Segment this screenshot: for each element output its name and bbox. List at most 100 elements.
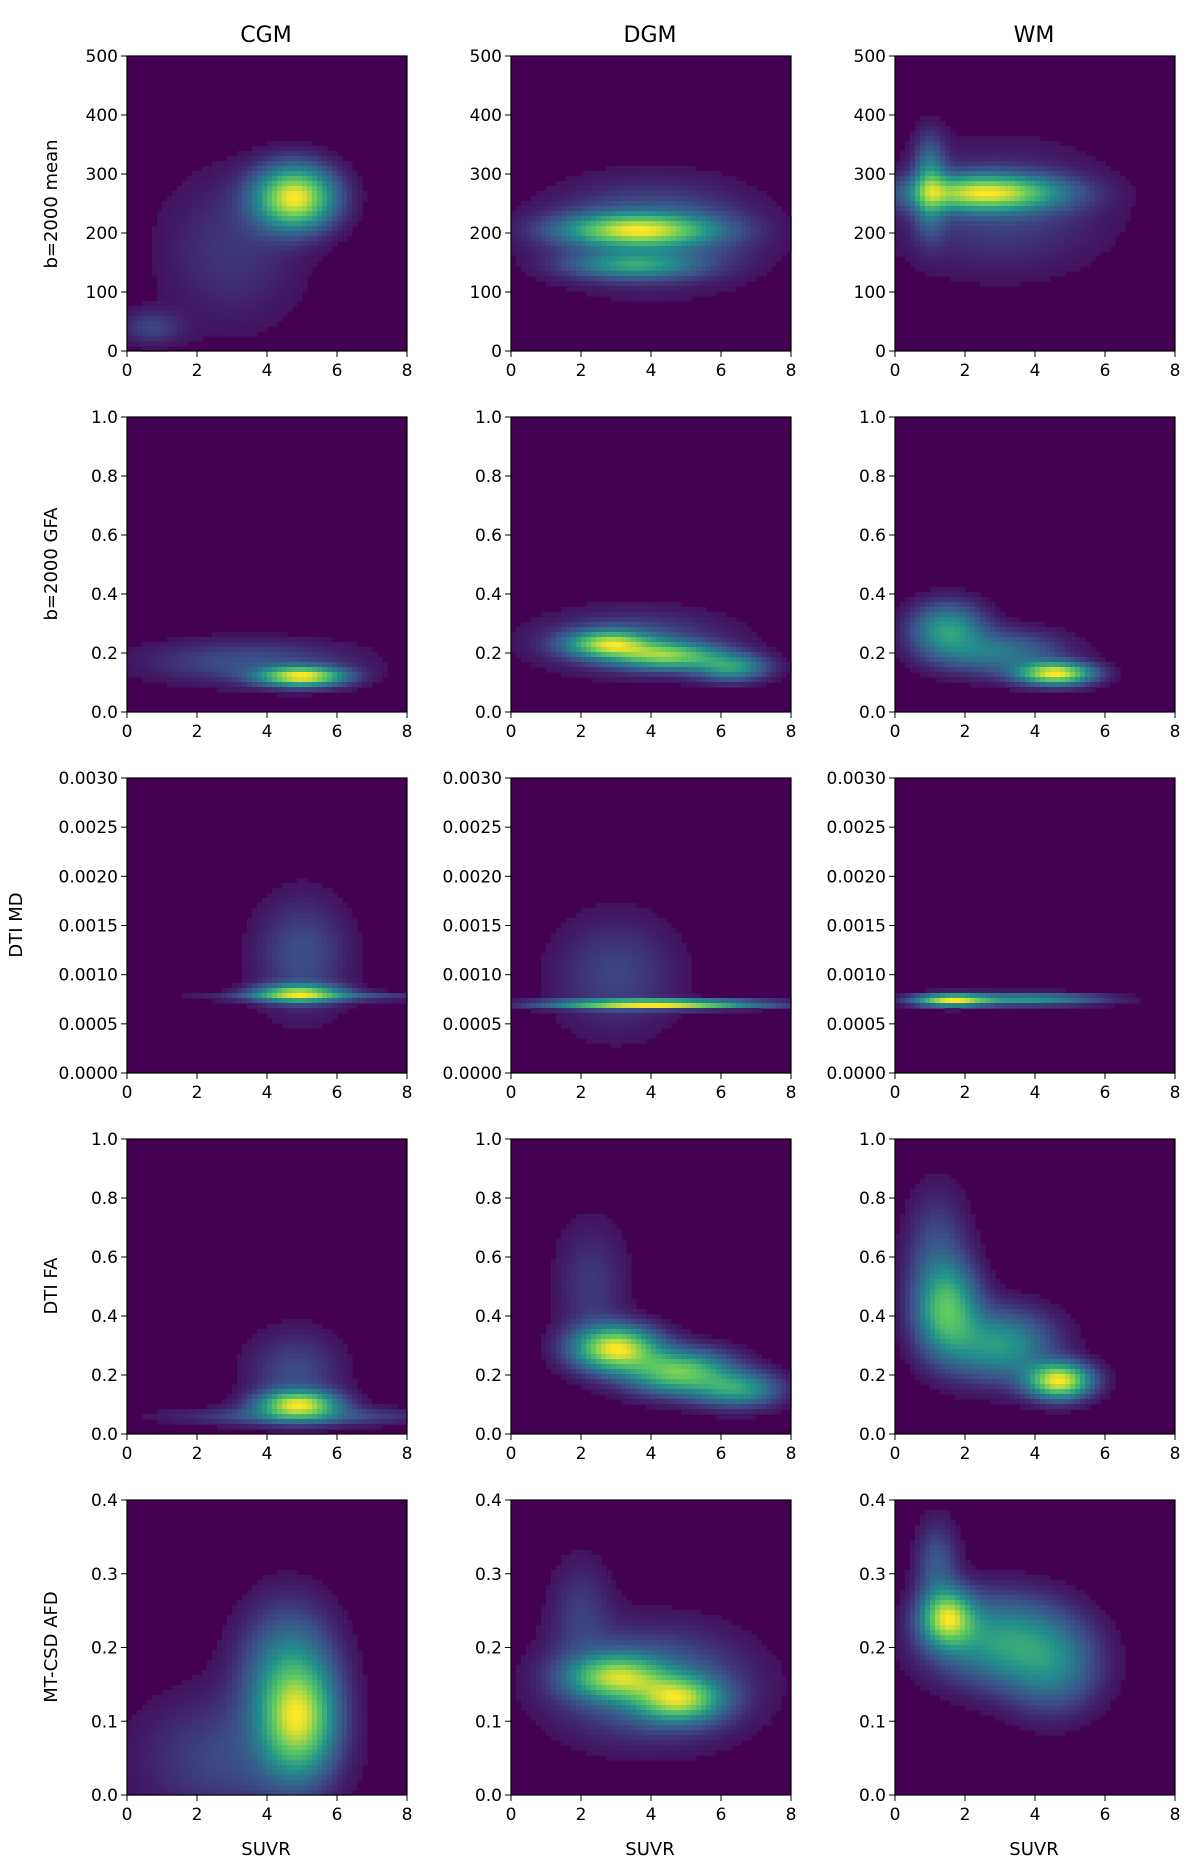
heatmap-cell <box>1035 151 1041 157</box>
heatmap-cell <box>556 191 562 197</box>
heatmap-cell <box>636 647 642 653</box>
heatmap-cell <box>541 221 547 227</box>
heatmap-cell <box>197 657 203 663</box>
heatmap-cell <box>267 637 273 643</box>
heatmap-cell <box>317 677 323 683</box>
heatmap-cell <box>282 236 288 242</box>
heatmap-cell <box>197 326 203 332</box>
heatmap-cell <box>262 667 268 673</box>
heatmap-cell <box>606 622 612 628</box>
heatmap-cell <box>362 667 368 673</box>
heatmap-cell <box>990 226 996 232</box>
heatmap-cell <box>676 612 682 618</box>
heatmap-cell <box>955 146 961 152</box>
heatmap-cell <box>960 211 966 217</box>
heatmap-cell <box>302 281 308 287</box>
heatmap-cell <box>925 251 931 257</box>
heatmap-cell <box>317 201 323 207</box>
heatmap-cell <box>142 336 148 342</box>
heatmap-cell <box>771 652 777 658</box>
heatmap-cell <box>726 632 732 638</box>
heatmap-cell <box>606 642 612 648</box>
heatmap-cell <box>237 682 243 688</box>
heatmap-cell <box>596 171 602 177</box>
heatmap-cell <box>352 181 358 187</box>
heatmap-cell <box>232 196 238 202</box>
heatmap-cell <box>292 652 298 658</box>
heatmap-cell <box>566 617 572 623</box>
heatmap-cell <box>242 211 248 217</box>
heatmap-cell <box>581 617 587 623</box>
heatmap-cell <box>696 266 702 272</box>
heatmap-cell <box>262 311 268 317</box>
heatmap-cell <box>1095 236 1101 242</box>
heatmap-cell <box>736 266 742 272</box>
heatmap-cell <box>292 266 298 272</box>
heatmap-cell <box>666 196 672 202</box>
heatmap-cell <box>1015 141 1021 147</box>
heatmap-cell <box>152 226 158 232</box>
heatmap-cell <box>676 166 682 172</box>
heatmap-cell <box>167 291 173 297</box>
heatmap-cell <box>187 186 193 192</box>
heatmap-cell <box>935 186 941 192</box>
heatmap-cell <box>935 231 941 237</box>
heatmap-cell <box>167 336 173 342</box>
heatmap-cell <box>1090 201 1096 207</box>
heatmap-cell <box>586 246 592 252</box>
heatmap-cell <box>1095 166 1101 172</box>
heatmap-cell <box>920 191 926 197</box>
heatmap-cell <box>242 687 248 693</box>
heatmap-cell <box>337 682 343 688</box>
heatmap-cell <box>312 231 318 237</box>
heatmap-cell <box>1050 236 1056 242</box>
heatmap-cell <box>786 216 792 222</box>
heatmap-cell <box>1125 181 1131 187</box>
heatmap-cell <box>940 186 946 192</box>
heatmap-cell <box>332 241 338 247</box>
heatmap-cell <box>930 211 936 217</box>
heatmap-cell <box>591 191 597 197</box>
heatmap-cell <box>262 642 268 648</box>
heatmap-cell <box>1080 196 1086 202</box>
heatmap-cell <box>711 266 717 272</box>
heatmap-cell <box>1050 266 1056 272</box>
heatmap-cell <box>137 336 143 342</box>
heatmap-cell <box>596 652 602 658</box>
heatmap-cell <box>282 672 288 678</box>
heatmap-cell <box>147 316 153 322</box>
heatmap-cell <box>930 131 936 137</box>
heatmap-cell <box>287 301 293 307</box>
heatmap-cell <box>696 291 702 297</box>
heatmap-cell <box>626 206 632 212</box>
heatmap-cell <box>1025 196 1031 202</box>
heatmap-cell <box>631 607 637 613</box>
heatmap-cell <box>980 176 986 182</box>
heatmap-cell <box>162 201 168 207</box>
heatmap-cell <box>1060 216 1066 222</box>
heatmap-cell <box>177 266 183 272</box>
heatmap-cell <box>222 221 228 227</box>
heatmap-cell <box>332 161 338 167</box>
heatmap-cell <box>162 346 168 352</box>
heatmap-cell <box>631 256 637 262</box>
heatmap-cell <box>521 647 527 653</box>
heatmap-cell <box>691 246 697 252</box>
heatmap-cell <box>342 211 348 217</box>
heatmap-cell <box>576 176 582 182</box>
heatmap-cell <box>935 176 941 182</box>
heatmap-cell <box>741 256 747 262</box>
heatmap-cell <box>980 216 986 222</box>
heatmap-cell <box>1025 241 1031 247</box>
heatmap-cell <box>262 196 268 202</box>
heatmap-cell <box>541 206 547 212</box>
heatmap-cell <box>586 196 592 202</box>
heatmap-cell <box>925 236 931 242</box>
heatmap-cell <box>521 206 527 212</box>
heatmap-cell <box>207 206 213 212</box>
heatmap-cell <box>731 256 737 262</box>
heatmap-cell <box>267 271 273 277</box>
heatmap-cell <box>646 186 652 192</box>
heatmap-cell <box>1010 211 1016 217</box>
heatmap-cell <box>746 186 752 192</box>
